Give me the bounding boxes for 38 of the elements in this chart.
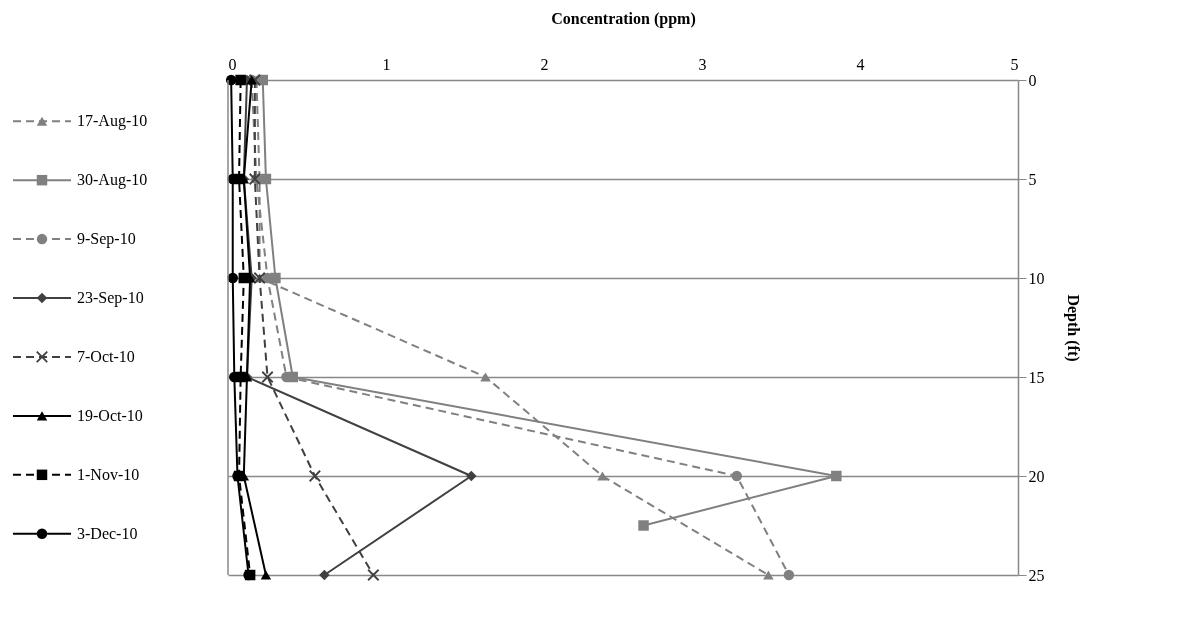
y-tick-label: 5 — [1028, 170, 1037, 188]
x-axis-title: Concentration (ppm) — [551, 9, 696, 28]
y-tick-label: 25 — [1028, 566, 1045, 584]
point — [235, 74, 246, 86]
point — [238, 272, 250, 284]
legend-label: 1-Nov-10 — [77, 465, 140, 483]
legend-label: 3-Dec-10 — [77, 524, 138, 542]
y-tick-label: 0 — [1028, 71, 1037, 89]
point — [227, 272, 238, 284]
y-tick-label: 15 — [1028, 368, 1045, 386]
point — [261, 370, 274, 384]
x-tick-label: 0 — [228, 55, 237, 73]
point — [763, 570, 774, 580]
legend-label: 17-Aug-10 — [77, 112, 148, 131]
point — [319, 569, 330, 581]
point — [367, 568, 380, 582]
point — [831, 470, 842, 482]
point — [480, 372, 491, 382]
y-tick-label: 20 — [1028, 467, 1045, 485]
x-tick-label: 5 — [1010, 55, 1019, 73]
legend-label: 9-Sep-10 — [77, 230, 136, 249]
point — [731, 470, 742, 482]
point — [638, 520, 649, 531]
x-tick-label: 2 — [540, 55, 549, 73]
legend-label: 30-Aug-10 — [77, 171, 148, 190]
point — [466, 470, 477, 482]
legend-label: 23-Sep-10 — [77, 289, 144, 308]
x-tick-label: 1 — [382, 55, 391, 73]
y-tick-label: 10 — [1028, 269, 1045, 287]
point — [260, 570, 272, 580]
x-tick-label: 3 — [698, 55, 707, 73]
legend-label: 19-Oct-10 — [77, 406, 143, 424]
point — [308, 469, 322, 483]
x-tick-label: 4 — [856, 55, 865, 73]
legend-label: 7-Oct-10 — [77, 347, 135, 365]
y-axis-title: Depth (ft) — [1063, 294, 1082, 362]
point — [783, 569, 795, 581]
point — [597, 471, 608, 481]
